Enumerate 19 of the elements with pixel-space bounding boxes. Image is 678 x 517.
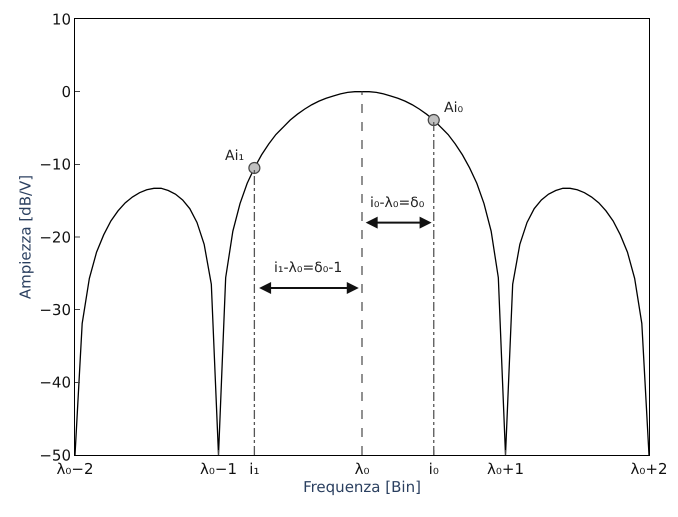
y-tick-label: −30 [39, 300, 71, 319]
y-tick-label: −10 [39, 156, 71, 174]
y-tick-label: 10 [52, 10, 71, 28]
x-tick-label: i₁ [249, 460, 260, 478]
annotation: Ai₁ [225, 148, 244, 164]
x-tick-label: λ₀+1 [486, 460, 524, 478]
y-axis-title: Ampiezza [dB/V] [16, 174, 35, 300]
y-tick-label: −20 [39, 228, 71, 246]
y-tick-label: −40 [39, 374, 71, 392]
x-tick-label: i₀ [428, 460, 439, 478]
annotation: i₀-λ₀=δ₀ [370, 195, 425, 211]
x-axis-title: Frequenza [Bin] [303, 478, 421, 496]
y-tick-label: 0 [61, 82, 71, 101]
x-tick-label: λ₀−1 [200, 460, 238, 478]
x-tick-label: λ₀−2 [56, 460, 94, 478]
x-tick-label: λ₀+2 [630, 460, 668, 478]
x-tick-label: λ₀ [354, 460, 370, 478]
annotation: i₁-λ₀=δ₀-1 [274, 260, 342, 276]
annotation: Ai₀ [444, 100, 464, 116]
